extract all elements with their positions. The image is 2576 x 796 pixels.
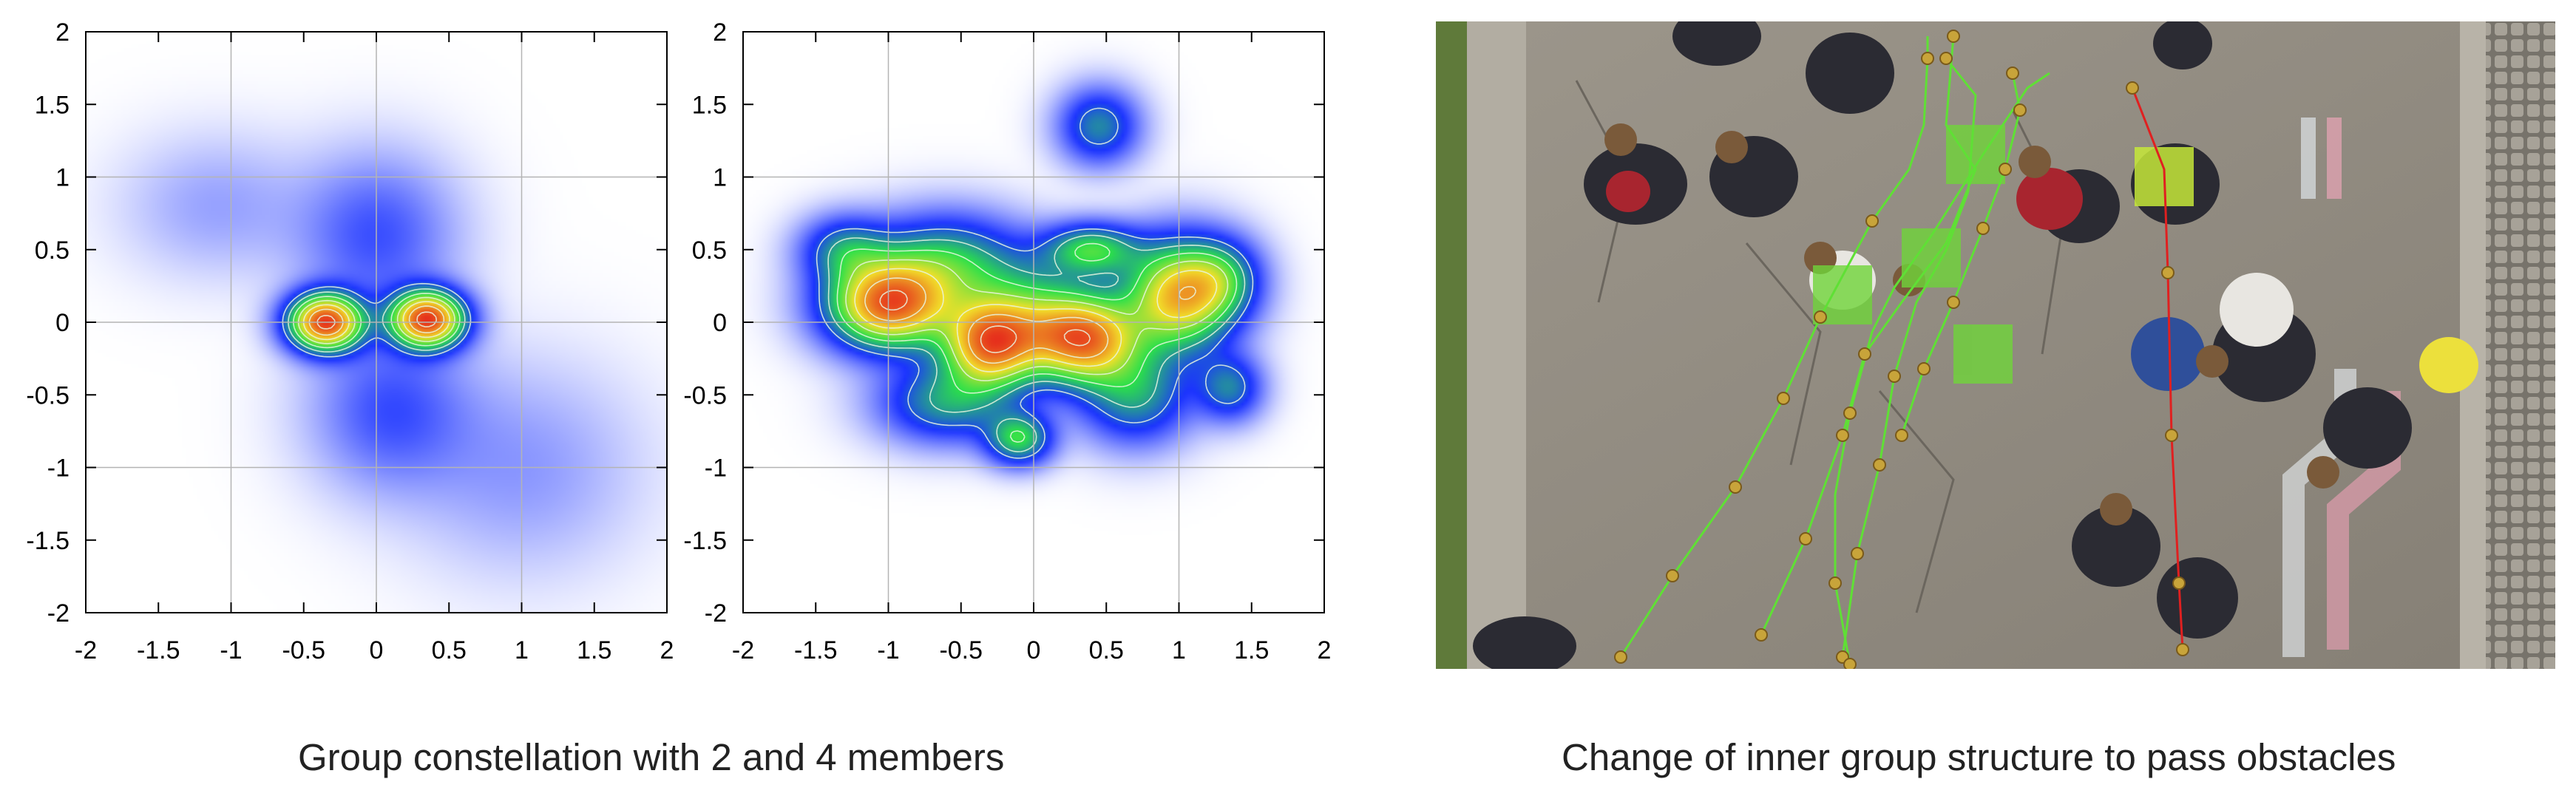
x-tick-label: 0.5 bbox=[432, 636, 467, 664]
y-tick-label: -1 bbox=[47, 455, 70, 483]
heatmap-four-members: -2 -1.5 -1 -0.5 0 0.5 1 1.5 2 2 1.5 1 0.5 0 -0.5 -1 -1.5… bbox=[683, 18, 1331, 664]
x-tick-label: 2 bbox=[1318, 636, 1332, 664]
y-tick-label: 0.5 bbox=[692, 237, 727, 265]
contour-lines bbox=[282, 282, 472, 358]
heatmap-two-members: -2 -1.5 -1 -0.5 0 0.5 1 1.5 2 2 1.5 1 0.5 0 -0.5 -1 -1.5… bbox=[26, 18, 674, 664]
y-tick-label: -0.5 bbox=[26, 381, 70, 409]
axis-ticks bbox=[85, 31, 668, 613]
x-tick-label: 0.5 bbox=[1089, 636, 1124, 664]
caption-inner-structure: Change of inner group structure to pass … bbox=[1562, 736, 2396, 778]
grid-lines bbox=[86, 32, 667, 613]
y-tick-label: -0.5 bbox=[683, 381, 727, 409]
x-tick-label: 1.5 bbox=[577, 636, 611, 664]
y-tick-label: 2 bbox=[55, 18, 70, 47]
x-tick-label: -0.5 bbox=[282, 636, 325, 664]
x-tick-label: -1.5 bbox=[794, 636, 838, 664]
y-tick-label: -1 bbox=[705, 455, 727, 483]
y-tick-label: 0.5 bbox=[35, 237, 70, 265]
x-tick-label: 1 bbox=[1172, 636, 1186, 664]
x-tick-label: 2 bbox=[660, 636, 674, 664]
y-tick-label: 1.5 bbox=[692, 91, 727, 119]
y-tick-label: 0 bbox=[55, 309, 70, 337]
y-tick-label: 1 bbox=[713, 164, 727, 192]
contour-lines bbox=[816, 107, 1254, 459]
y-tick-label: 2 bbox=[713, 18, 727, 47]
x-tick-label: -0.5 bbox=[939, 636, 983, 664]
x-tick-label: -1.5 bbox=[137, 636, 180, 664]
heatmap-charts: -2 -1.5 -1 -0.5 0 0.5 1 1.5 2 2 1.5 1 0.5 0 -0.5 -1 -1.5… bbox=[26, 18, 1331, 664]
y-tick-label: -1.5 bbox=[683, 527, 727, 555]
y-tick-label: -2 bbox=[705, 599, 727, 627]
y-tick-label: 1.5 bbox=[35, 91, 70, 119]
caption-group-constellation: Group constellation with 2 and 4 members bbox=[298, 736, 1005, 778]
x-tick-label: -1 bbox=[220, 636, 242, 664]
x-tick-label: 1 bbox=[515, 636, 529, 664]
x-tick-label: -1 bbox=[877, 636, 899, 664]
x-tick-label: -2 bbox=[732, 636, 754, 664]
x-tick-label: 0 bbox=[1027, 636, 1041, 664]
axis-ticks bbox=[742, 31, 1325, 613]
y-tick-label: -2 bbox=[47, 599, 70, 627]
crowd-photo bbox=[1436, 21, 2555, 669]
y-tick-label: 1 bbox=[55, 164, 70, 192]
y-tick-label: 0 bbox=[713, 309, 727, 337]
x-tick-label: 1.5 bbox=[1234, 636, 1269, 664]
x-tick-label: -2 bbox=[75, 636, 97, 664]
x-tick-label: 0 bbox=[370, 636, 384, 664]
grid-lines bbox=[743, 32, 1324, 613]
y-tick-label: -1.5 bbox=[26, 527, 70, 555]
